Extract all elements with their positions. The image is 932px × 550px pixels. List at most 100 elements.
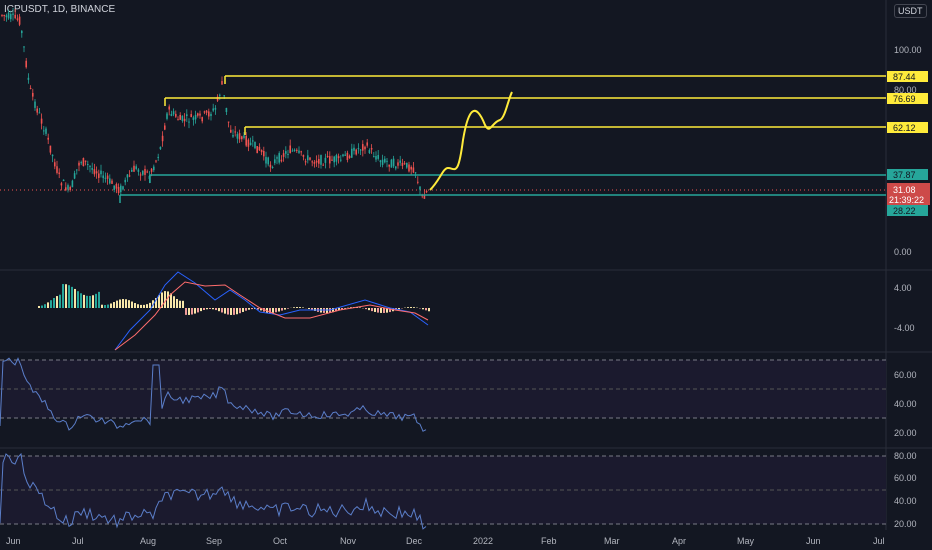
macd-bar — [377, 308, 379, 313]
candle-body — [346, 152, 349, 161]
candle-body — [133, 165, 135, 172]
symbol-title: ICPUSDT, 1D, BINANCE — [4, 4, 116, 15]
time-axis[interactable]: Jun Jul Aug Sep Oct Nov Dec 2022 Feb Mar… — [6, 536, 885, 546]
macd-bar — [92, 295, 94, 308]
candle-body — [423, 194, 426, 199]
candle-body — [208, 111, 210, 117]
svg-text:Jul: Jul — [873, 536, 885, 546]
svg-text:37.87: 37.87 — [893, 170, 916, 180]
level-label-37[interactable]: 37.87 — [887, 169, 928, 180]
candle-body — [155, 160, 157, 162]
candle-body — [27, 77, 30, 80]
candle-body — [3, 15, 5, 17]
svg-text:87.44: 87.44 — [893, 72, 916, 82]
macd-bar — [74, 288, 76, 308]
candle-body — [296, 149, 298, 151]
macd-bar — [269, 308, 271, 314]
candle-body — [232, 134, 234, 137]
projection-drawing[interactable] — [429, 91, 513, 191]
candle-body — [7, 12, 10, 19]
candle-body — [76, 169, 78, 171]
support-resistance-lines[interactable] — [119, 75, 886, 203]
macd-bar — [98, 291, 100, 308]
candle-body — [333, 156, 335, 163]
svg-text:Jun: Jun — [806, 536, 821, 546]
candle-body — [236, 134, 239, 139]
macd-bar — [386, 308, 388, 313]
macd-bar — [248, 308, 250, 310]
candle-body — [38, 112, 41, 114]
candle-body — [395, 166, 397, 169]
candle-body — [238, 133, 241, 140]
macd-bar — [236, 308, 238, 315]
candle-body — [417, 181, 419, 183]
macd-bar — [143, 304, 145, 308]
candle-body — [260, 149, 263, 153]
candle-body — [91, 168, 93, 170]
candle-body — [71, 180, 74, 188]
candle-body — [29, 87, 32, 89]
svg-text:Mar: Mar — [604, 536, 620, 546]
macd-bar — [182, 300, 184, 308]
macd-bar — [167, 291, 169, 308]
macd-bar — [197, 308, 199, 313]
candle-body — [10, 14, 12, 20]
candle-body — [16, 18, 19, 20]
macd-histogram — [38, 284, 430, 315]
rsi-tick: 60.00 — [894, 473, 917, 483]
candle-body — [269, 164, 272, 168]
candle-body — [412, 167, 415, 173]
rsi-tick: 20.00 — [894, 519, 917, 529]
level-label-87[interactable]: 87.44 — [887, 71, 928, 82]
macd-bar — [308, 308, 310, 310]
level-label-76[interactable]: 76.69 — [887, 93, 928, 104]
macd-bar — [278, 308, 280, 312]
candle-body — [80, 162, 82, 164]
candle-body — [159, 146, 162, 150]
svg-text:21:39:22: 21:39:22 — [889, 195, 924, 205]
candle-body — [146, 171, 148, 173]
candle-body — [280, 159, 283, 162]
macd-bar — [389, 308, 391, 313]
candle-body — [137, 169, 140, 172]
candle-body — [344, 154, 346, 156]
svg-text:Oct: Oct — [273, 536, 288, 546]
price-tick: 100.00 — [894, 45, 922, 55]
candle-body — [355, 149, 357, 155]
candle-body — [106, 175, 109, 179]
candle-body — [342, 154, 344, 157]
candle-body — [93, 169, 96, 175]
candle-body — [414, 172, 417, 174]
candle-body — [267, 157, 269, 165]
candle-body — [340, 159, 342, 161]
candle-body — [170, 113, 173, 116]
macd-bar — [368, 308, 370, 311]
candle-body — [144, 169, 146, 175]
macd-bar — [341, 308, 343, 310]
candle-body — [362, 144, 364, 151]
candle-body — [247, 139, 250, 147]
candle-body — [366, 142, 368, 146]
level-label-28[interactable]: 28.22 — [887, 205, 928, 216]
candle-body — [186, 114, 188, 116]
macd-bar — [179, 300, 181, 308]
candle-body — [58, 172, 60, 174]
currency-button[interactable]: USDT — [894, 4, 927, 18]
macd-bar — [299, 307, 301, 308]
price-candles — [1, 7, 428, 199]
svg-text:Nov: Nov — [340, 536, 357, 546]
candle-body — [188, 121, 190, 123]
macd-bar — [281, 308, 283, 311]
candle-body — [45, 128, 47, 134]
candle-body — [122, 186, 124, 190]
candle-body — [124, 179, 126, 183]
candle-body — [23, 46, 25, 48]
svg-text:Feb: Feb — [541, 536, 557, 546]
macd-bar — [125, 299, 127, 308]
macd-bar — [215, 308, 217, 311]
level-label-62[interactable]: 62.12 — [887, 122, 928, 133]
macd-line — [114, 271, 429, 351]
svg-text:Apr: Apr — [672, 536, 686, 546]
macd-bar — [302, 307, 304, 308]
